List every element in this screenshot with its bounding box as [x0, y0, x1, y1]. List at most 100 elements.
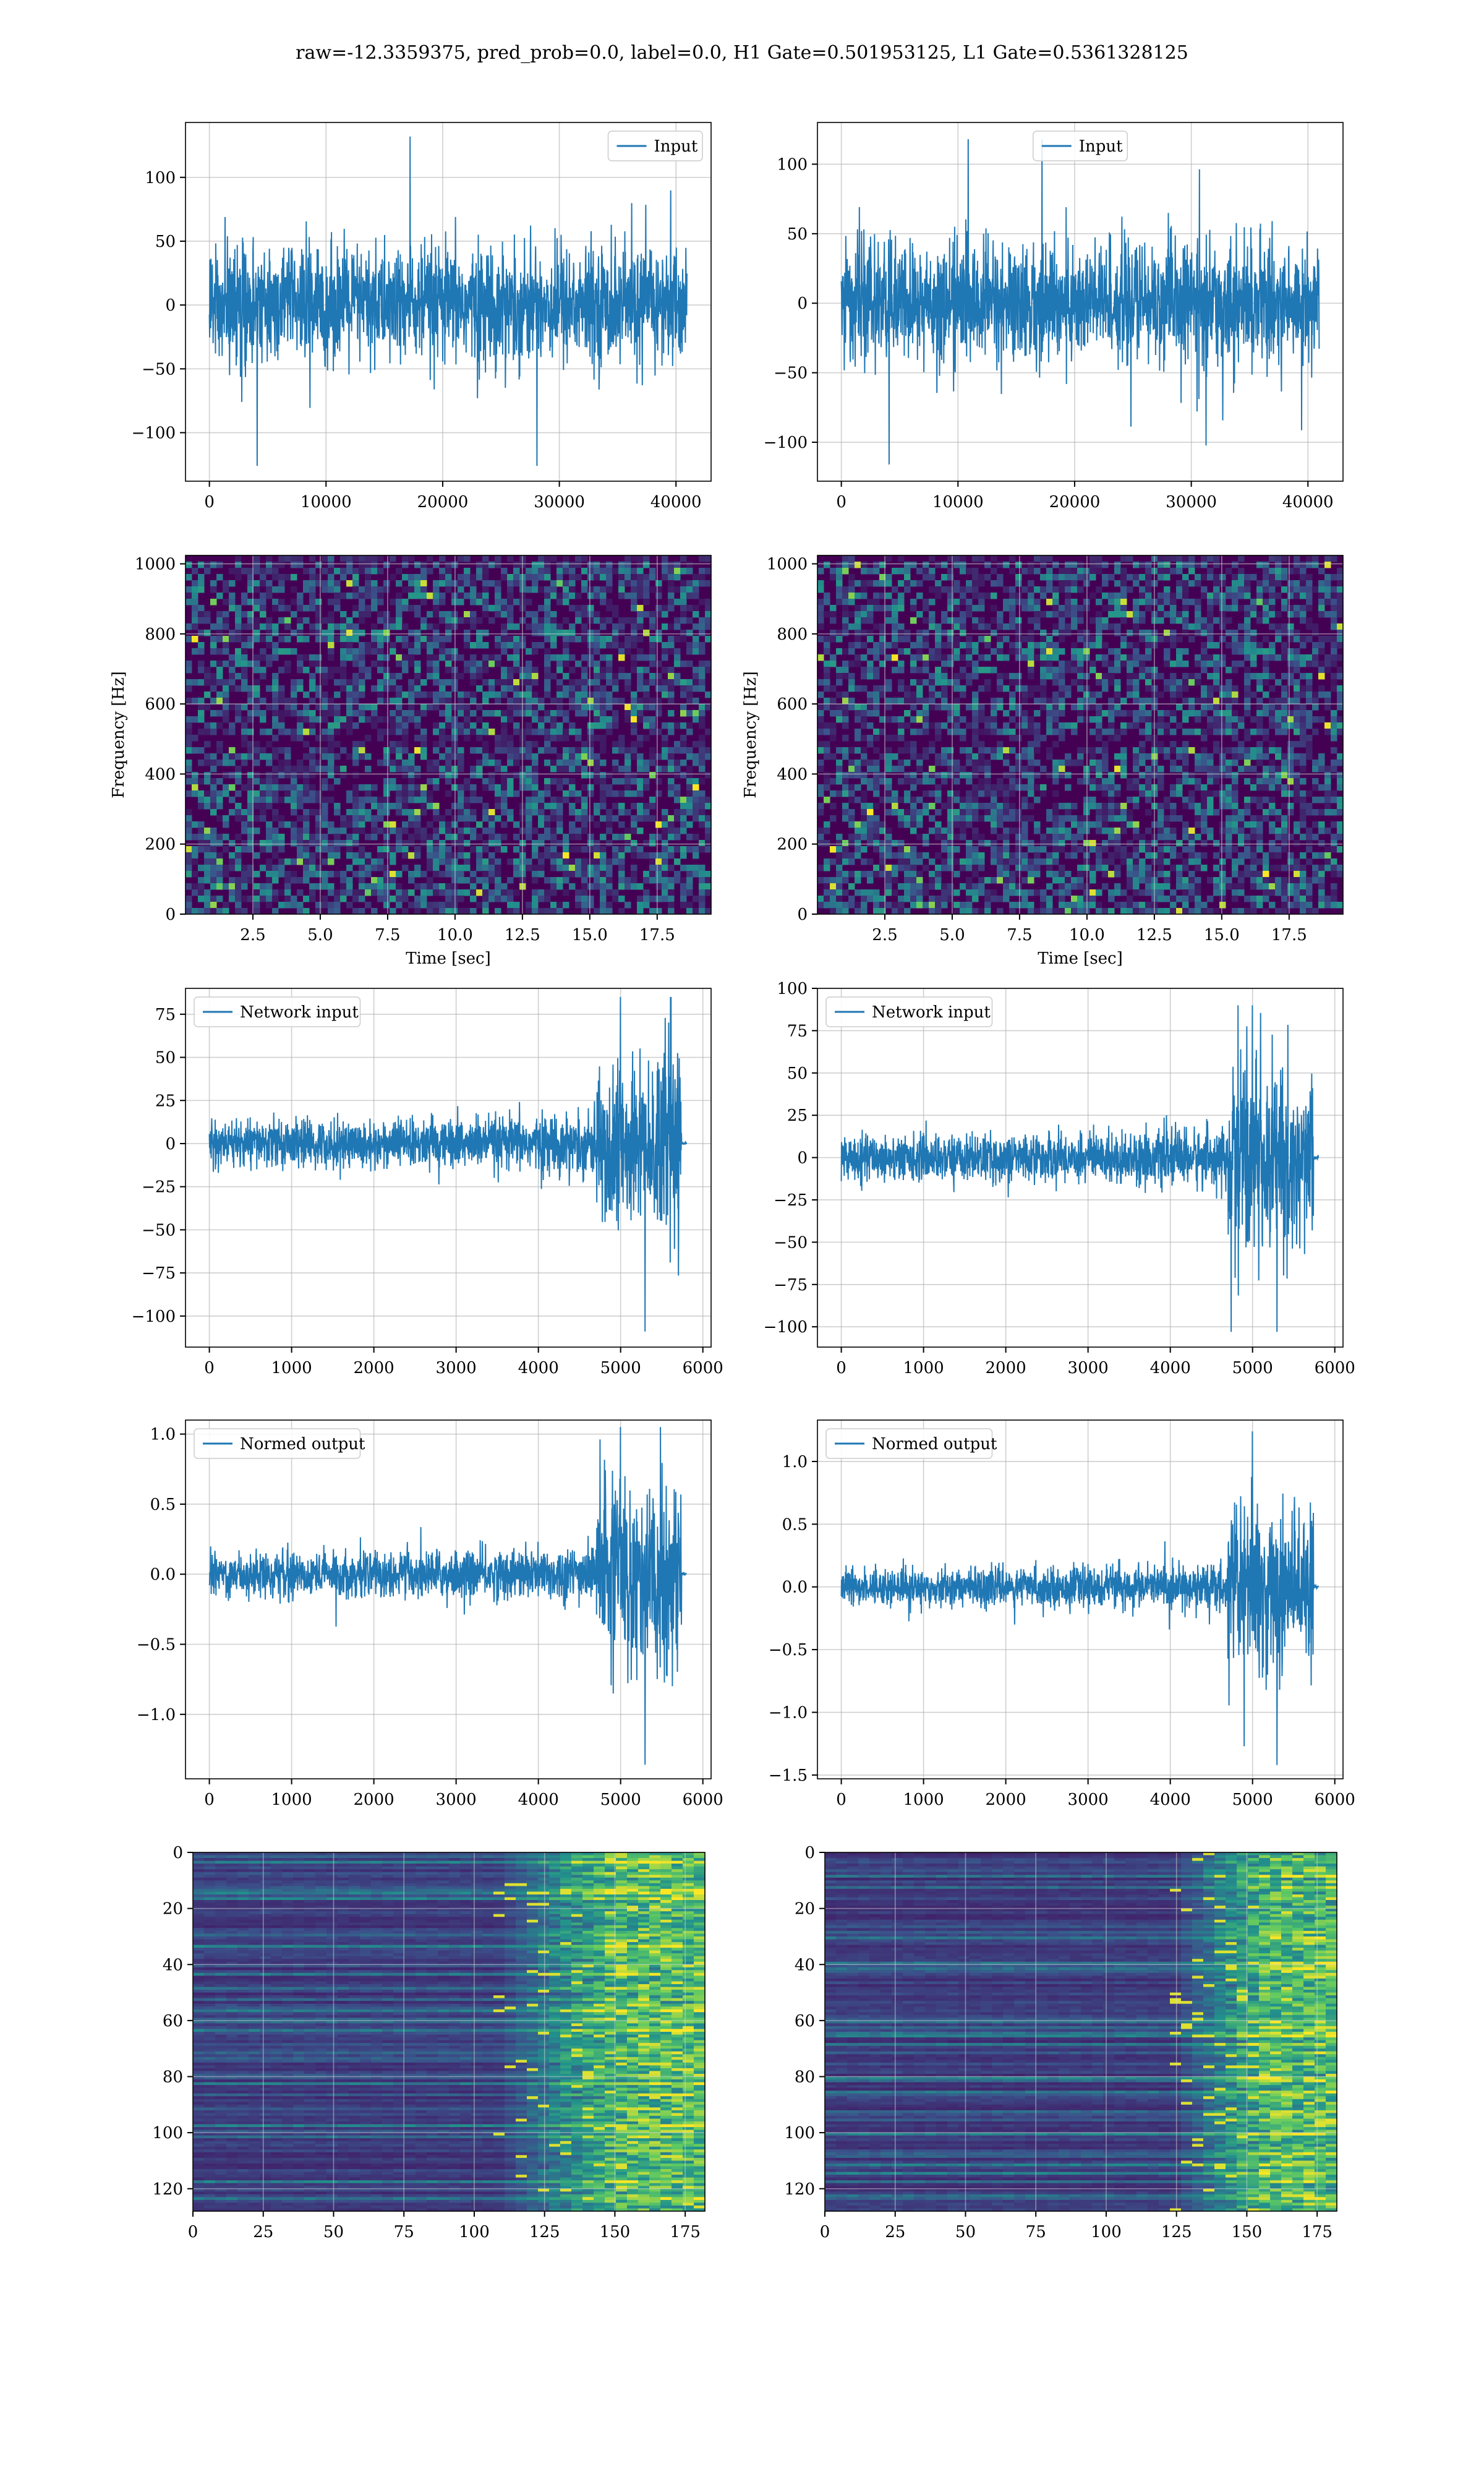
h1-spectrogram-cell: [612, 858, 619, 865]
h1-spectrogram-cell: [210, 648, 217, 655]
h1-spectrogram-cell: [433, 679, 440, 686]
l1-spectrogram-cell: [1263, 586, 1269, 593]
h1-spectrogram-cell: [192, 611, 198, 618]
h1-spectrogram-cell: [526, 574, 532, 581]
h1-spectrogram-cell: [186, 790, 192, 797]
l1-spectrogram-cell: [1306, 574, 1313, 581]
h1-spectrogram-cell: [433, 747, 440, 754]
h1-spectrogram-xtick-label: 10.0: [437, 926, 473, 944]
h1-spectrogram-cell: [686, 648, 693, 655]
l1-spectrogram-cell: [1046, 673, 1053, 680]
h1-spectrogram-cell: [550, 908, 557, 915]
h1-spectrogram-cell: [204, 568, 211, 575]
l1-spectrogram-cell: [1071, 667, 1078, 674]
h1-input-xtick-label: 40000: [650, 493, 702, 511]
h1-spectrogram-cell: [315, 821, 322, 828]
h1-spectrogram-cell: [532, 611, 539, 618]
l1-spectrogram-cell: [929, 673, 936, 680]
h1-spectrogram-cell: [322, 815, 328, 822]
h1-spectrogram-cell: [322, 568, 328, 575]
l1-spectrogram-cell: [1028, 753, 1034, 760]
l1-spectrogram-cell: [1312, 661, 1319, 667]
l1-spectrogram-cell: [960, 593, 966, 599]
l1-spectrogram-cell: [1114, 648, 1121, 655]
h1-spectrogram-cell: [204, 691, 211, 698]
h1-spectrogram-cell: [637, 698, 644, 704]
h1-spectrogram-cell: [581, 828, 588, 834]
l1-spectrogram-cell: [1139, 574, 1146, 581]
l1-spectrogram-cell: [842, 698, 849, 704]
l1-spectrogram-cell: [1065, 691, 1072, 698]
h1-spectrogram-cell: [359, 617, 365, 624]
l1-spectrogram-cell: [898, 605, 905, 612]
h1-spectrogram-cell: [192, 636, 198, 643]
l1-spectrogram-cell: [1052, 642, 1059, 649]
l1-spectrogram-cell: [867, 704, 874, 711]
l1-spectrogram-cell: [1015, 599, 1022, 606]
l1-spectrogram-cell: [836, 562, 843, 568]
l1-spectrogram-cell: [1040, 667, 1047, 674]
h1-spectrogram-cell: [600, 735, 607, 742]
h1-spectrogram-cell: [581, 753, 588, 760]
l1-spectrogram-cell: [1145, 679, 1152, 686]
l1-spectrogram-cell: [1158, 574, 1164, 581]
l1-spectrogram-cell: [923, 636, 929, 643]
h1-spectrogram-cell: [198, 667, 205, 674]
h1-spectrogram-cell: [247, 821, 254, 828]
h1-spectrogram-cell: [340, 617, 347, 624]
l1-spectrogram-cell: [904, 772, 911, 779]
l1-spectrogram-cell: [892, 617, 898, 624]
h1-spectrogram-cell: [291, 574, 297, 581]
l1-spectrogram-cell: [1300, 735, 1307, 742]
h1-spectrogram-cell: [254, 772, 260, 779]
h1-spectrogram-cell: [563, 840, 569, 847]
h1-spectrogram-cell: [594, 617, 600, 624]
h1-spectrogram-cell: [254, 623, 260, 630]
h1-spectrogram-cell: [587, 679, 594, 686]
h1-spectrogram-cell: [414, 902, 421, 909]
h1-spectrogram-cell: [315, 815, 322, 822]
h1-spectrogram-cell: [328, 611, 335, 618]
l1-spectrogram-cell: [1275, 698, 1282, 704]
l1-spectrogram-cell: [861, 605, 868, 612]
l1-spectrogram-cell: [1201, 691, 1208, 698]
h1-spectrogram-cell: [587, 562, 594, 568]
h1-spectrogram-cell: [445, 611, 452, 618]
h1-spectrogram-cell: [241, 599, 248, 606]
l1-spectrogram-cell: [1133, 753, 1140, 760]
l1-spectrogram-cell: [1250, 654, 1257, 661]
h1-spectrogram-cell: [186, 661, 192, 667]
h1-spectrogram-cell: [532, 704, 539, 711]
h1-spectrogram-cell: [420, 840, 427, 847]
h1-spectrogram-cell: [550, 729, 557, 735]
l1-spectrogram-cell: [1065, 667, 1072, 674]
h1-spectrogram-cell: [488, 815, 495, 822]
l1-spectrogram-cell: [848, 698, 855, 704]
h1-spectrogram-cell: [488, 580, 495, 587]
h1-spectrogram-cell: [297, 729, 304, 735]
l1-spectrogram-cell: [867, 661, 874, 667]
h1-spectrogram-cell: [272, 908, 279, 915]
l1-spectrogram-cell: [1102, 661, 1109, 667]
l1-spectrogram-cell: [1021, 654, 1028, 661]
h1-spectrogram-cell: [266, 741, 273, 748]
l1-spectrogram-cell: [848, 562, 855, 568]
l1-spectrogram-cell: [1238, 741, 1245, 748]
h1-spectrogram-cell: [309, 896, 316, 902]
l1-spectrogram-cell: [1281, 555, 1288, 562]
h1-spectrogram-cell: [383, 846, 390, 853]
h1-spectrogram-cell: [637, 753, 644, 760]
h1-spectrogram-cell: [507, 753, 514, 760]
h1-spectrogram-cell: [569, 858, 576, 865]
h1-spectrogram-cell: [482, 630, 489, 636]
l1-spectrogram-cell: [861, 673, 868, 680]
l1-spectrogram-cell: [904, 630, 911, 636]
l1-spectrogram-cell: [1096, 760, 1102, 766]
l1-spectrogram-cell: [1052, 679, 1059, 686]
l1-spectrogram-cell: [836, 648, 843, 655]
h1-spectrogram-cell: [309, 840, 316, 847]
l1-spectrogram-cell: [824, 679, 830, 686]
l1-spectrogram-cell: [984, 747, 991, 754]
h1-spectrogram-cell: [476, 704, 483, 711]
l1-spectrogram-cell: [1232, 710, 1239, 717]
